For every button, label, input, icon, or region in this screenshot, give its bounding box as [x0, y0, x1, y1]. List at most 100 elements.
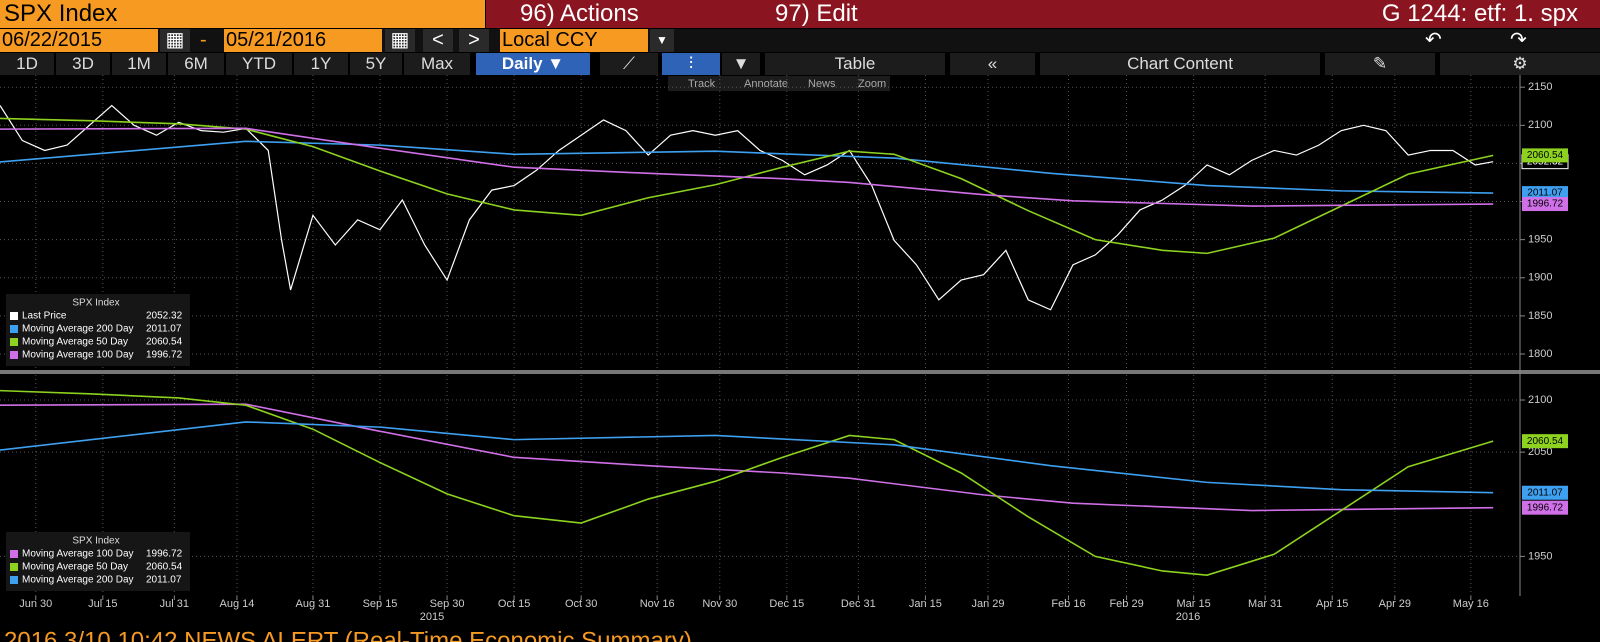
legend-swatch	[10, 351, 18, 359]
end-tag-label: 2060.54	[1527, 150, 1564, 161]
tool-button: News	[808, 78, 836, 90]
legend-name: Last Price	[22, 311, 67, 322]
legend-swatch	[10, 338, 18, 346]
period-button[interactable]: YTD	[226, 53, 292, 75]
series-line	[0, 117, 1494, 255]
end-tag	[1522, 434, 1568, 449]
period-button[interactable]: 3D	[56, 53, 110, 75]
x-tick-label: Nov 16	[640, 598, 675, 610]
settings-icon[interactable]: ⚙	[1440, 53, 1600, 75]
x-tick-label: Oct 15	[498, 598, 530, 610]
x-tick-label: Nov 30	[702, 598, 737, 610]
x-tick-label: Aug 14	[220, 598, 255, 610]
legend-title: SPX Index	[72, 298, 119, 309]
x-tick-label: Apr 15	[1316, 598, 1348, 610]
period-button[interactable]: 1Y	[294, 53, 348, 75]
y-tick-label: 2100	[1528, 119, 1552, 131]
security-field[interactable]: SPX Index	[0, 0, 485, 28]
end-tag-label: 1996.72	[1527, 502, 1564, 513]
legend-value: 1996.72	[146, 350, 183, 361]
undo-icon[interactable]: ↶	[1425, 29, 1442, 51]
line-chart-icon[interactable]: ⟋	[600, 53, 658, 75]
legend-swatch	[10, 550, 18, 558]
series-line	[0, 104, 1494, 311]
calendar-icon[interactable]: ▦	[160, 29, 190, 52]
date-separator: -	[200, 29, 207, 51]
end-tag	[1522, 485, 1568, 500]
y-tick-label: 1850	[1528, 310, 1552, 322]
news-ticker: 2016 3/10 10:42 NEWS ALERT (Real-Time Ec…	[4, 627, 692, 642]
x-tick-label: Dec 15	[769, 598, 804, 610]
x-tick-label: Jul 15	[88, 598, 117, 610]
tool-button: Zoom	[858, 78, 886, 90]
legend-value: 2011.07	[146, 324, 182, 335]
end-tag	[1522, 148, 1568, 163]
y-tick-label: 1800	[1528, 348, 1552, 360]
legend-value: 2011.07	[146, 575, 182, 586]
next-button[interactable]: >	[459, 29, 489, 52]
end-tag	[1522, 500, 1568, 515]
legend-swatch	[10, 576, 18, 584]
tool-strip	[668, 76, 890, 91]
y-tick-label: 1900	[1528, 272, 1552, 284]
x-tick-label: Sep 30	[430, 598, 465, 610]
legend-value: 2060.54	[146, 337, 183, 348]
x-tick-label: Mar 15	[1177, 598, 1211, 610]
x-tick-label: Oct 30	[565, 598, 597, 610]
frequency-selector[interactable]: Daily ▼	[476, 53, 590, 75]
x-tick-label: Dec 31	[841, 598, 876, 610]
bar-chart-icon[interactable]: ⫶	[662, 53, 720, 75]
legend-name: Moving Average 100 Day	[22, 549, 134, 560]
tool-button: Annotate	[744, 78, 788, 90]
menu-bar	[486, 0, 1600, 28]
x-year-label: 2016	[1176, 611, 1200, 623]
currency-dropdown[interactable]: ▼	[650, 29, 674, 52]
series-line	[0, 421, 1494, 494]
x-year-label: 2015	[420, 611, 444, 623]
function-code: G 1244: etf: 1. spx	[1381, 0, 1578, 27]
legend-value: 2052.32	[146, 311, 183, 322]
x-tick-label: Apr 29	[1379, 598, 1411, 610]
collapse-button[interactable]: «	[950, 53, 1035, 75]
legend-box	[6, 294, 190, 366]
period-button[interactable]: Max	[404, 53, 470, 75]
chart-content-button[interactable]: Chart Content	[1040, 53, 1320, 75]
end-tag-label: 2011.07	[1527, 487, 1563, 498]
y-tick-label: 1950	[1528, 550, 1552, 562]
period-button[interactable]: 1M	[112, 53, 166, 75]
y-tick-label: 2050	[1528, 446, 1552, 458]
frequency-label: Daily	[501, 54, 543, 73]
currency-field[interactable]: Local CCY	[500, 29, 648, 52]
chart-type-dropdown[interactable]: ▼	[722, 53, 760, 75]
x-tick-label: Jun 30	[19, 598, 52, 610]
end-tag-label: 1996.72	[1527, 199, 1564, 210]
end-tag	[1522, 186, 1568, 201]
legend-value: 2060.54	[146, 562, 183, 573]
legend-name: Moving Average 50 Day	[22, 562, 128, 573]
end-tag-label: 2060.54	[1527, 436, 1564, 447]
end-date[interactable]: 05/21/2016	[224, 29, 382, 52]
edit-icon[interactable]: ✎	[1325, 53, 1435, 75]
x-tick-label: Jan 29	[971, 598, 1004, 610]
x-tick-label: Aug 31	[296, 598, 331, 610]
calendar-icon[interactable]: ▦	[385, 29, 415, 52]
actions-menu[interactable]: 96) Actions	[520, 0, 639, 27]
period-button[interactable]: 6M	[168, 53, 224, 75]
panel-divider	[0, 370, 1600, 374]
end-tag	[1522, 197, 1568, 212]
start-date[interactable]: 06/22/2015	[0, 29, 158, 52]
series-line	[0, 403, 1494, 512]
series-line	[0, 389, 1494, 576]
y-tick-label: 1950	[1528, 234, 1552, 246]
x-tick-label: Mar 31	[1248, 598, 1282, 610]
edit-menu[interactable]: 97) Edit	[775, 0, 858, 27]
legend-box	[6, 532, 190, 591]
redo-icon[interactable]: ↷	[1510, 29, 1527, 51]
period-button[interactable]: 1D	[0, 53, 54, 75]
table-button[interactable]: Table	[765, 53, 945, 75]
prev-button[interactable]: <	[423, 29, 453, 52]
series-line	[0, 140, 1494, 194]
x-tick-label: Feb 29	[1109, 598, 1143, 610]
period-button[interactable]: 5Y	[350, 53, 402, 75]
